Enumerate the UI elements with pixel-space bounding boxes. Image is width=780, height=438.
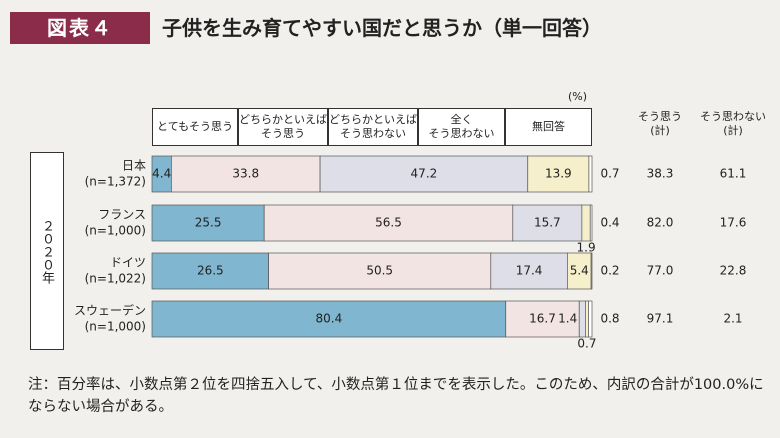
data-label: 47.2 [411,167,438,181]
sample-size: (n=1,000) [85,320,146,334]
data-label: 16.7 [529,312,556,326]
data-label: 15.7 [534,216,561,230]
data-label: 17.4 [516,264,543,278]
no-answer-label: 0.2 [600,264,619,278]
bar-segment [588,155,593,193]
data-label: 13.9 [545,167,572,181]
data-label: 5.4 [570,264,589,278]
data-label: 4.4 [152,167,171,181]
total-value: 2.1 [723,312,742,326]
legend-entry: どちらかといえば そう思わない [328,108,418,146]
legend-entry: とてもそう思う [152,108,238,146]
total-value: 97.1 [647,312,674,326]
total-value: 77.0 [647,264,674,278]
bar-segment [578,300,586,338]
bar-segment [151,204,265,242]
data-label: 0.7 [577,337,596,351]
sample-size: (n=1,372) [85,175,146,189]
data-label: 80.4 [316,312,343,326]
bar-segment [263,204,514,242]
bar-segment [589,204,593,242]
legend-entry: 全く そう思わない [418,108,505,146]
total-value: 17.6 [720,216,747,230]
total-value: 22.8 [720,264,747,278]
bar-segment [171,155,321,193]
bar-segment [512,204,583,242]
bar-segment [151,252,269,290]
category-label: スウェーデン [74,303,146,318]
figure-badge: 図表４ [10,12,150,44]
bar-segment [527,155,590,193]
bar-segment [581,204,591,242]
total-header: そう思う (計) [638,110,682,137]
chart-title: 子供を生み育てやすい国だと思うか（単一回答） [162,16,602,40]
no-answer-label: 0.4 [600,216,619,230]
bar-segment [151,300,507,338]
data-label: 33.8 [232,167,259,181]
category-label: フランス [98,208,146,222]
bar-segment [588,300,593,338]
no-answer-label: 0.7 [600,167,619,181]
category-label: ドイツ [110,256,146,270]
group-label: ２０２０年 [30,152,64,350]
sample-size: (n=1,022) [85,272,146,286]
data-label: 1.9 [577,241,596,255]
unit-label: (%) [568,90,588,103]
total-value: 38.3 [647,167,674,181]
sample-size: (n=1,000) [85,224,146,238]
data-label: 56.5 [375,216,402,230]
total-value: 82.0 [647,216,674,230]
legend-entry: 無回答 [505,108,592,146]
bar-segment [268,252,492,290]
bar-segment [319,155,529,193]
category-label: 日本 [122,159,146,173]
bar-segment [505,300,580,338]
no-answer-label: 0.8 [600,312,619,326]
note: 注：百分率は、小数点第２位を四捨五入して、小数点第１位までを表示した。このため、… [28,377,764,415]
bar-segment [585,300,589,338]
bar-segment [590,252,593,290]
total-header: そう思わない (計) [700,110,766,137]
bar-segment [490,252,568,290]
legend-entry: どちらかといえば そう思う [238,108,328,146]
data-label: 25.5 [195,216,222,230]
data-label: 1.4 [558,312,577,326]
data-label: 50.5 [366,264,393,278]
data-label: 26.5 [197,264,224,278]
total-value: 61.1 [720,167,747,181]
